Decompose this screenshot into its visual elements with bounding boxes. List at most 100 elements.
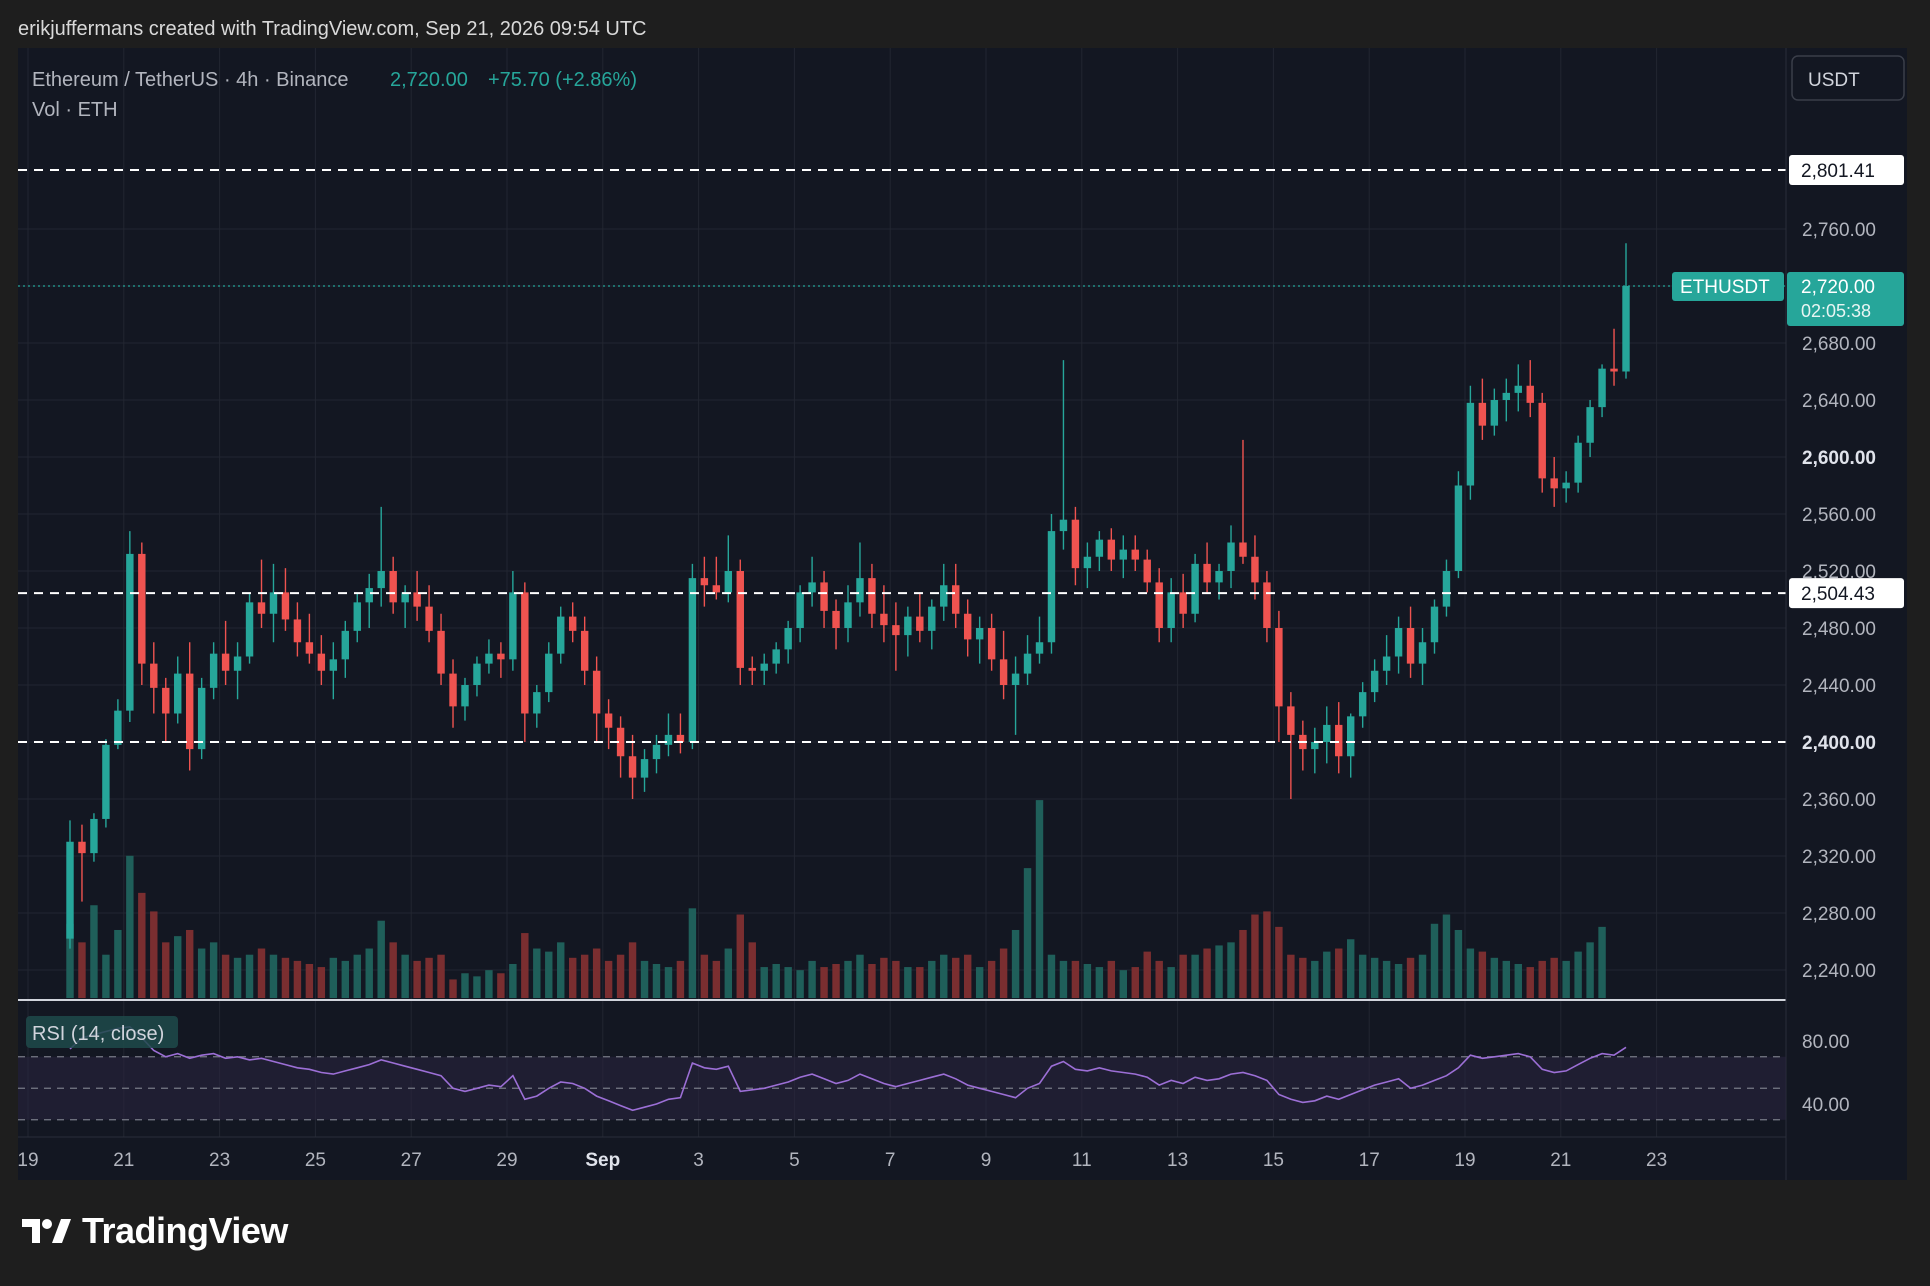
candle-body [772,649,779,663]
chart-background [18,48,1907,1180]
candle-body [461,685,468,706]
volume-bar [1287,955,1294,998]
volume-bar [533,949,540,998]
volume-label: Vol · ETH [32,99,118,121]
candle-body [306,642,313,653]
candle-body [234,657,241,671]
volume-bar [629,942,636,998]
volume-bar [449,979,456,998]
volume-bar [749,942,756,998]
time-tick-label: 25 [305,1150,326,1171]
candle-body [366,588,373,602]
price-tick-label: 2,320.00 [1802,847,1876,868]
candle-body [749,668,756,671]
volume-bar [210,942,217,998]
candle-body [533,692,540,713]
candle-body [1024,654,1031,674]
candle-body [1550,478,1557,488]
candle-body [1167,592,1174,628]
candle-body [1467,403,1474,486]
volume-bar [796,970,803,998]
volume-bar [306,964,313,998]
volume-bar [940,955,947,998]
volume-bar [1144,952,1151,998]
volume-bar [653,964,660,998]
volume-bar [1275,927,1282,998]
candle-body [1263,582,1270,628]
candle-body [761,664,768,671]
volume-bar [1371,958,1378,998]
volume-bar [389,942,396,998]
volume-bar [1347,939,1354,998]
volume-bar [1167,967,1174,998]
price-tick-label: 2,640.00 [1802,391,1876,412]
candle-body [138,554,145,664]
candle-body [892,625,899,635]
volume-bar [1335,949,1342,998]
volume-bar [868,964,875,998]
candle-body [665,735,672,745]
volume-bar [1586,942,1593,998]
candle-body [485,654,492,664]
currency-button[interactable]: USDT [1792,56,1904,100]
candle-body [737,571,744,668]
volume-bar [401,955,408,998]
candle-body [102,745,109,819]
volume-bar [1132,967,1139,998]
candle-body [1395,628,1402,657]
candle-body [521,592,528,713]
level-tag-label: 2,801.41 [1801,161,1875,182]
candle-body [1036,642,1043,653]
candle-body [1443,571,1450,607]
candle-body [964,614,971,640]
price-tick-label: 2,400.00 [1802,733,1876,754]
volume-bar [557,942,564,998]
volume-bar [282,958,289,998]
time-tick-label: 19 [1454,1150,1475,1171]
time-tick-label: 23 [209,1150,230,1171]
candle-body [808,582,815,592]
candle-body [1179,592,1186,613]
candle-body [1347,716,1354,756]
candle-body [1371,671,1378,692]
candle-body [593,671,600,714]
volume-bar [413,961,420,998]
volume-bar [437,955,444,998]
candle-body [1503,393,1510,400]
volume-bar [1072,961,1079,998]
volume-bar [1048,955,1055,998]
price-tick-label: 2,560.00 [1802,505,1876,526]
candle-body [820,582,827,611]
rsi-tick-label: 80.00 [1802,1032,1850,1053]
volume-bar [1323,952,1330,998]
volume-bar [1383,961,1390,998]
tradingview-logo[interactable]: TradingView [20,1210,288,1252]
candle-body [569,617,576,631]
candle-body [1586,407,1593,443]
candle-body [114,711,121,745]
candle-body [581,631,588,671]
candle-body [1419,642,1426,663]
candle-body [1132,550,1139,560]
candle-body [270,592,277,613]
volume-bar [1491,958,1498,998]
volume-bar [521,933,528,998]
candle-body [1096,540,1103,557]
volume-bar [725,949,732,998]
volume-bar [509,964,516,998]
volume-bar [808,961,815,998]
time-tick-label: 15 [1263,1150,1284,1171]
time-tick-label: 11 [1072,1150,1092,1171]
candle-body [342,631,349,660]
candle-body [1239,543,1246,557]
volume-bar [246,955,253,998]
volume-bar [1479,952,1486,998]
price-tick-label: 2,480.00 [1802,619,1876,640]
candle-body [904,617,911,636]
price-chart[interactable]: 80.00 40.00 2,240.00 2,280.00 2,320.00 2,360… [0,0,1930,1200]
currency-button-label[interactable]: USDT [1808,70,1860,91]
candle-body [557,617,564,654]
volume-bar [737,915,744,998]
chart-container[interactable]: 80.00 40.00 2,240.00 2,280.00 2,320.00 2,360… [0,0,1930,1205]
candle-body [1144,560,1151,583]
